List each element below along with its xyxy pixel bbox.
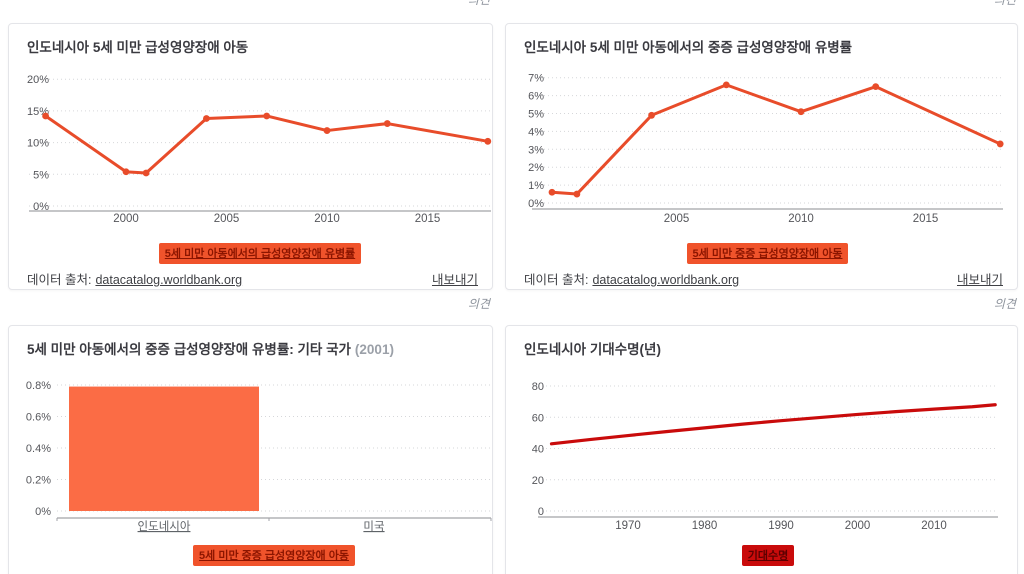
y-tick-label: 80 — [532, 381, 544, 393]
legend-badge[interactable]: 5세 미만 아동에서의 급성영양장애 유병률 — [158, 243, 362, 264]
legend-badge[interactable]: 5세 미만 중증 급성영양장애 아동 — [193, 545, 355, 566]
y-tick-label: 0% — [35, 506, 51, 518]
x-tick-label: 2010 — [314, 213, 340, 225]
data-point[interactable] — [548, 188, 556, 196]
y-tick-label: 60 — [532, 412, 544, 424]
chart-title: 인도네시아 5세 미만 아동에서의 중증 급성영양장애 유병률 — [524, 40, 853, 55]
data-source-label: 데이터 출처: — [524, 273, 589, 287]
x-tick-label: 2010 — [921, 520, 947, 532]
severe-wasting-trend-chart: 0% 1% 2% 3% 4% 5% 6% 7% 2005 2010 2015 — [528, 73, 1004, 225]
y-tick-label: 3% — [528, 144, 544, 156]
x-tick-label: 2000 — [113, 213, 139, 225]
data-point[interactable] — [122, 168, 130, 176]
comment-link-left[interactable]: 의견 — [467, 297, 490, 311]
y-tick-label: 4% — [528, 126, 544, 138]
data-source-label: 데이터 출처: — [27, 273, 92, 287]
x-tick-label: 2015 — [415, 213, 441, 225]
legend-badge[interactable]: 5세 미만 중증 급성영양장애 아동 — [686, 243, 849, 264]
y-tick-label: 0% — [33, 201, 49, 213]
card-wasting-trend: 인도네시아 5세 미만 급성영양장애 아동 0% 5% 10% 15% 20% 2000 2… — [8, 23, 493, 290]
y-tick-label: 1% — [528, 180, 544, 192]
data-point[interactable] — [263, 112, 271, 120]
data-point[interactable] — [484, 137, 492, 145]
category-label[interactable]: 인도네시아 — [138, 520, 191, 533]
y-tick-label: 20% — [27, 74, 49, 86]
legend-badge[interactable]: 기대수명 — [741, 545, 795, 566]
legend-row: 5세 미만 아동에서의 급성영양장애 유병률 — [29, 243, 491, 264]
export-link[interactable]: 내보내기 — [431, 273, 478, 287]
y-tick-label: 6% — [528, 91, 544, 103]
y-tick-label: 0% — [528, 198, 544, 210]
legend-row: 5세 미만 중증 급성영양장애 아동 — [532, 243, 1003, 264]
data-point[interactable] — [648, 111, 655, 119]
data-point[interactable] — [872, 83, 880, 91]
y-tick-label: 7% — [528, 73, 544, 85]
wasting-trend-chart: 0%5%10%15%20%2000 2005 2010 2015 — [27, 74, 492, 225]
life-expectancy-chart: 0 20 40 60 80 1970 1980 1990 2000 2010 — [532, 381, 998, 532]
y-tick-label: 5% — [528, 109, 544, 121]
chart-title: 인도네시아 5세 미만 급성영양장애 아동 — [27, 40, 249, 55]
card-severe-wasting-countries: 5세 미만 아동에서의 중증 급성영양장애 유병률: 기타 국가 (2001) 0… — [8, 325, 493, 574]
legend-row: 5세 미만 중증 급성영양장애 아동 — [57, 545, 491, 566]
card-severe-wasting-trend: 인도네시아 5세 미만 아동에서의 중증 급성영양장애 유병률 0% 1% 2% 3%… — [505, 23, 1018, 290]
x-tick-label: 1990 — [768, 520, 794, 532]
x-tick-label: 1970 — [615, 520, 641, 532]
data-point[interactable] — [203, 115, 210, 122]
data-source: 데이터 출처: datacatalog.worldbank.org — [524, 269, 739, 288]
x-tick-label: 2000 — [845, 520, 871, 532]
category-label[interactable]: 미국 — [363, 520, 384, 533]
comment-link-clipped-left[interactable]: 의견 — [467, 0, 490, 7]
data-point[interactable] — [142, 169, 150, 177]
data-point[interactable] — [797, 108, 805, 116]
x-tick-label: 2010 — [788, 213, 814, 225]
y-tick-label: 40 — [532, 444, 544, 456]
y-tick-label: 0.8% — [26, 380, 51, 392]
data-point[interactable] — [996, 140, 1004, 148]
y-tick-label: 5% — [33, 169, 49, 181]
export-link[interactable]: 내보내기 — [956, 273, 1003, 287]
y-tick-label: 2% — [528, 162, 544, 174]
data-point[interactable] — [383, 120, 391, 127]
comment-link-right[interactable]: 의견 — [993, 297, 1016, 311]
y-tick-label: 20 — [532, 475, 544, 487]
y-tick-label: 0.6% — [26, 412, 51, 424]
data-source-link[interactable]: datacatalog.worldbank.org — [592, 273, 740, 287]
card-life-expectancy: 인도네시아 기대수명(년) 0 20 40 60 80 1970 1980 1990 2000 2… — [505, 325, 1018, 574]
chart-title-year: (2001) — [354, 342, 394, 357]
y-tick-label: 10% — [27, 138, 49, 150]
y-tick-label: 0.4% — [26, 443, 51, 455]
data-point[interactable] — [323, 127, 331, 134]
data-point[interactable] — [42, 112, 49, 120]
trend-line — [550, 83, 1002, 196]
y-tick-label: 0.2% — [26, 475, 51, 487]
data-source: 데이터 출처: datacatalog.worldbank.org — [27, 269, 242, 288]
trend-line — [44, 114, 490, 175]
y-tick-label: 0 — [538, 506, 544, 518]
data-point[interactable] — [722, 81, 730, 89]
chart-title-main: 5세 미만 아동에서의 중증 급성영양장애 유병률: 기타 국가 — [27, 342, 351, 357]
x-tick-label: 1980 — [692, 520, 718, 532]
legend-row: 기대수명 — [538, 545, 998, 566]
trend-line — [549, 403, 997, 446]
bar-indonesia[interactable] — [69, 386, 259, 511]
data-source-link[interactable]: datacatalog.worldbank.org — [95, 273, 243, 287]
x-tick-label: 2005 — [214, 213, 240, 225]
severe-wasting-bar-chart: 0% 0.2% 0.4% 0.6% 0.8% 인도네시아 미국 — [26, 380, 492, 533]
chart-title: 인도네시아 기대수명(년) — [524, 342, 661, 357]
data-point[interactable] — [573, 190, 581, 198]
x-tick-label: 2005 — [664, 213, 690, 225]
chart-title: 5세 미만 아동에서의 중증 급성영양장애 유병률: 기타 국가 (2001) — [27, 338, 480, 358]
comment-link-clipped-right[interactable]: 의견 — [993, 0, 1016, 7]
card-footer: 데이터 출처: datacatalog.worldbank.org 내보내기 — [524, 269, 1003, 288]
x-tick-label: 2015 — [913, 213, 939, 225]
card-footer: 데이터 출처: datacatalog.worldbank.org 내보내기 — [27, 269, 478, 288]
